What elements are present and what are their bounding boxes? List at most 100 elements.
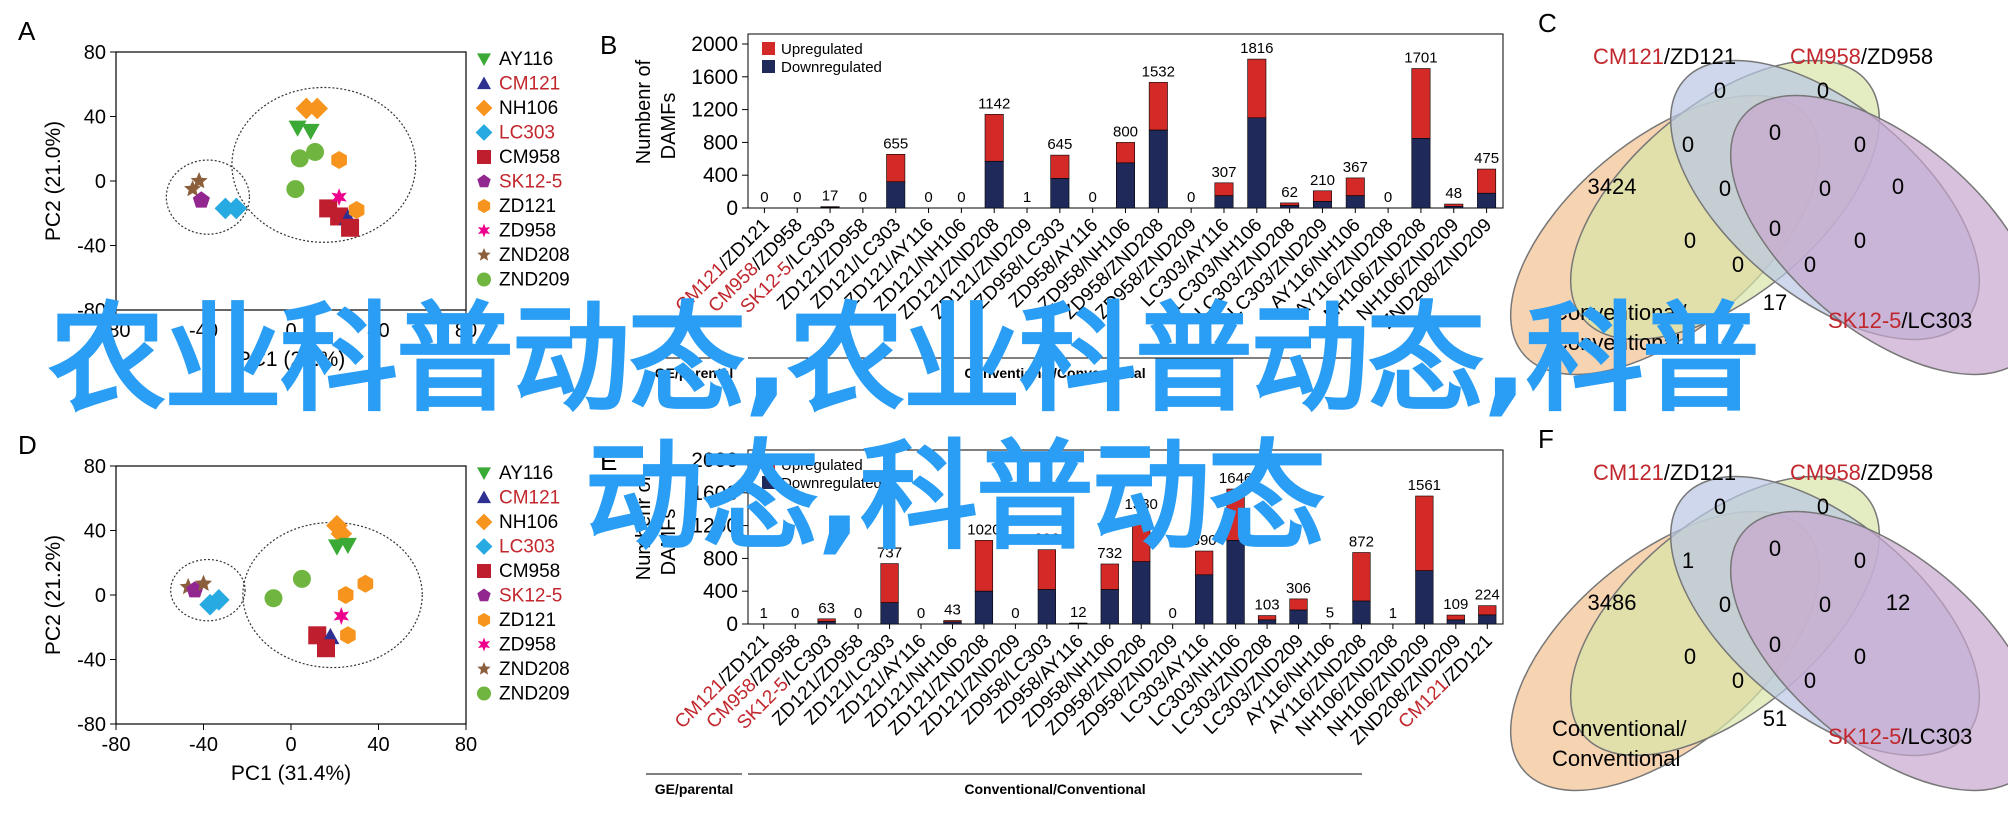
x-axis-label: PC1 (2...%) [237,348,346,371]
legend-marker [477,564,491,578]
bar-value-label: 1142 [978,95,1010,112]
bar-value-label: 0 [791,605,799,622]
legend-swatch-up [762,458,775,471]
pca-point [194,574,213,591]
legend-marker [475,538,493,555]
bar-value-label: 0 [760,189,768,206]
panel-letter: C [1538,8,1557,38]
bar-value-label: 1816 [1240,40,1273,57]
bar-value-label: 1561 [1408,477,1441,494]
bar-value-label: 1532 [1142,63,1175,80]
bar-value-label: 0 [859,189,867,206]
y-tick-label: 2000 [691,33,738,56]
bar-down [1148,129,1168,209]
panel-letter: A [18,16,36,46]
pca-point [306,97,329,120]
legend-marker [477,76,491,90]
legend-label: LC303 [499,123,555,144]
venn-region-count: 0 [1719,592,1731,617]
bar-down [1257,619,1277,625]
panel-f-venn: F CM121/ZD121 CM958/ZD958 SK12-5/LC303 Conve… [1509,424,2008,792]
bar-value-label: 210 [1310,172,1335,189]
bar-value-label: 109 [1443,596,1468,613]
pca-point [317,639,335,658]
bar-value-label: 1020 [967,521,1000,538]
legend-marker [477,248,491,261]
y-tick-label: 1600 [691,482,738,505]
bar-up [1478,605,1497,616]
panel-c-venn: C CM121/ZD121 CM958/ZD958 SK12-5/LC303 Conve… [1509,8,2008,376]
venn-region-count: 0 [1714,494,1726,519]
bar-down [1446,619,1465,625]
y-tick-label: 40 [84,107,106,129]
y-tick-label: 0 [726,613,738,636]
pca-point [184,180,202,197]
panel-letter: B [600,30,617,60]
bar-value-label: 1 [1389,605,1397,622]
panel-a-pca: A -80 -40 0 40 80 80 40 0 -40 -80 PC1 (2...%) PC2 (2… [18,16,570,371]
bar-value-label: 0 [793,189,801,206]
legend-label: ZD958 [499,635,556,656]
bar-up [1477,168,1497,194]
bar-up [1345,177,1365,197]
pca-point [192,191,210,208]
venn-set-label: SK12-5/LC303 [1828,308,1972,333]
venn-region-count: 0 [1732,252,1744,277]
bar-down [1195,574,1214,625]
venn-region-count: 1 [1682,548,1694,573]
bar-value-label: 0 [917,605,925,622]
legend-swatch-down [762,60,775,73]
pca-point [337,586,354,604]
legend-label: NH106 [499,98,558,119]
venn-set-label: CM121/ZD121 [1593,460,1736,485]
bar-down [820,207,840,209]
bar-value-label: 0 [1187,189,1195,206]
venn-set-label: Conventional [1552,330,1680,355]
bar-value-label: 890 [1192,532,1217,549]
venn-set-label: Conventional/ [1552,300,1687,325]
legend-label: ZND209 [499,684,570,705]
bar-up [1444,203,1464,207]
x-tick-label: 80 [455,320,477,342]
bar-value-label: 1 [760,605,768,622]
bar-down [1478,614,1497,625]
legend-marker [477,490,491,504]
bar-value-label: 0 [1089,189,1097,206]
plot-frame [747,449,1504,625]
legend-marker [475,513,493,531]
bar-value-label: 48 [1445,185,1462,202]
y-axis-label: DAMFs [658,93,680,160]
bar-up [1257,615,1277,621]
legend-marker [477,686,491,701]
pca-point [208,589,230,611]
y-axis-label: DAMFs [658,509,680,576]
venn-set-label: SK12-5/LC303 [1828,724,1972,749]
bar-up [1148,82,1168,131]
legend-label: ZND209 [499,270,570,291]
venn-region-count: 3486 [1588,590,1637,615]
y-tick-label: -40 [77,650,106,672]
legend-marker [477,613,491,627]
bar-value-label: 12 [1070,604,1087,621]
bar-value-label: 0 [924,189,932,206]
bar-up [1446,614,1465,621]
pca-point [338,537,357,555]
panel-d-pca: D -80 -40 0 40 80 80 40 0 -40 -80 PC1 (31.4%) PC2 (2… [18,430,570,785]
bar-up [1100,563,1119,590]
y-tick-label: 0 [95,585,106,607]
legend-label: NH106 [499,512,558,533]
bar-up [1116,142,1135,164]
bar-value-label: 307 [1211,164,1236,181]
bar-up [1247,58,1267,119]
y-tick-label: 0 [726,197,738,220]
legend-marker [477,53,491,66]
y-tick-label: -80 [77,300,106,322]
legend-swatch-up [762,42,775,55]
bar-value-label: 43 [944,601,961,618]
bar-up [1352,552,1371,602]
bar-value-label: 62 [1281,184,1298,201]
cluster-ellipse [170,558,246,622]
legend-marker [475,99,493,117]
legend-label: CM958 [499,561,560,582]
